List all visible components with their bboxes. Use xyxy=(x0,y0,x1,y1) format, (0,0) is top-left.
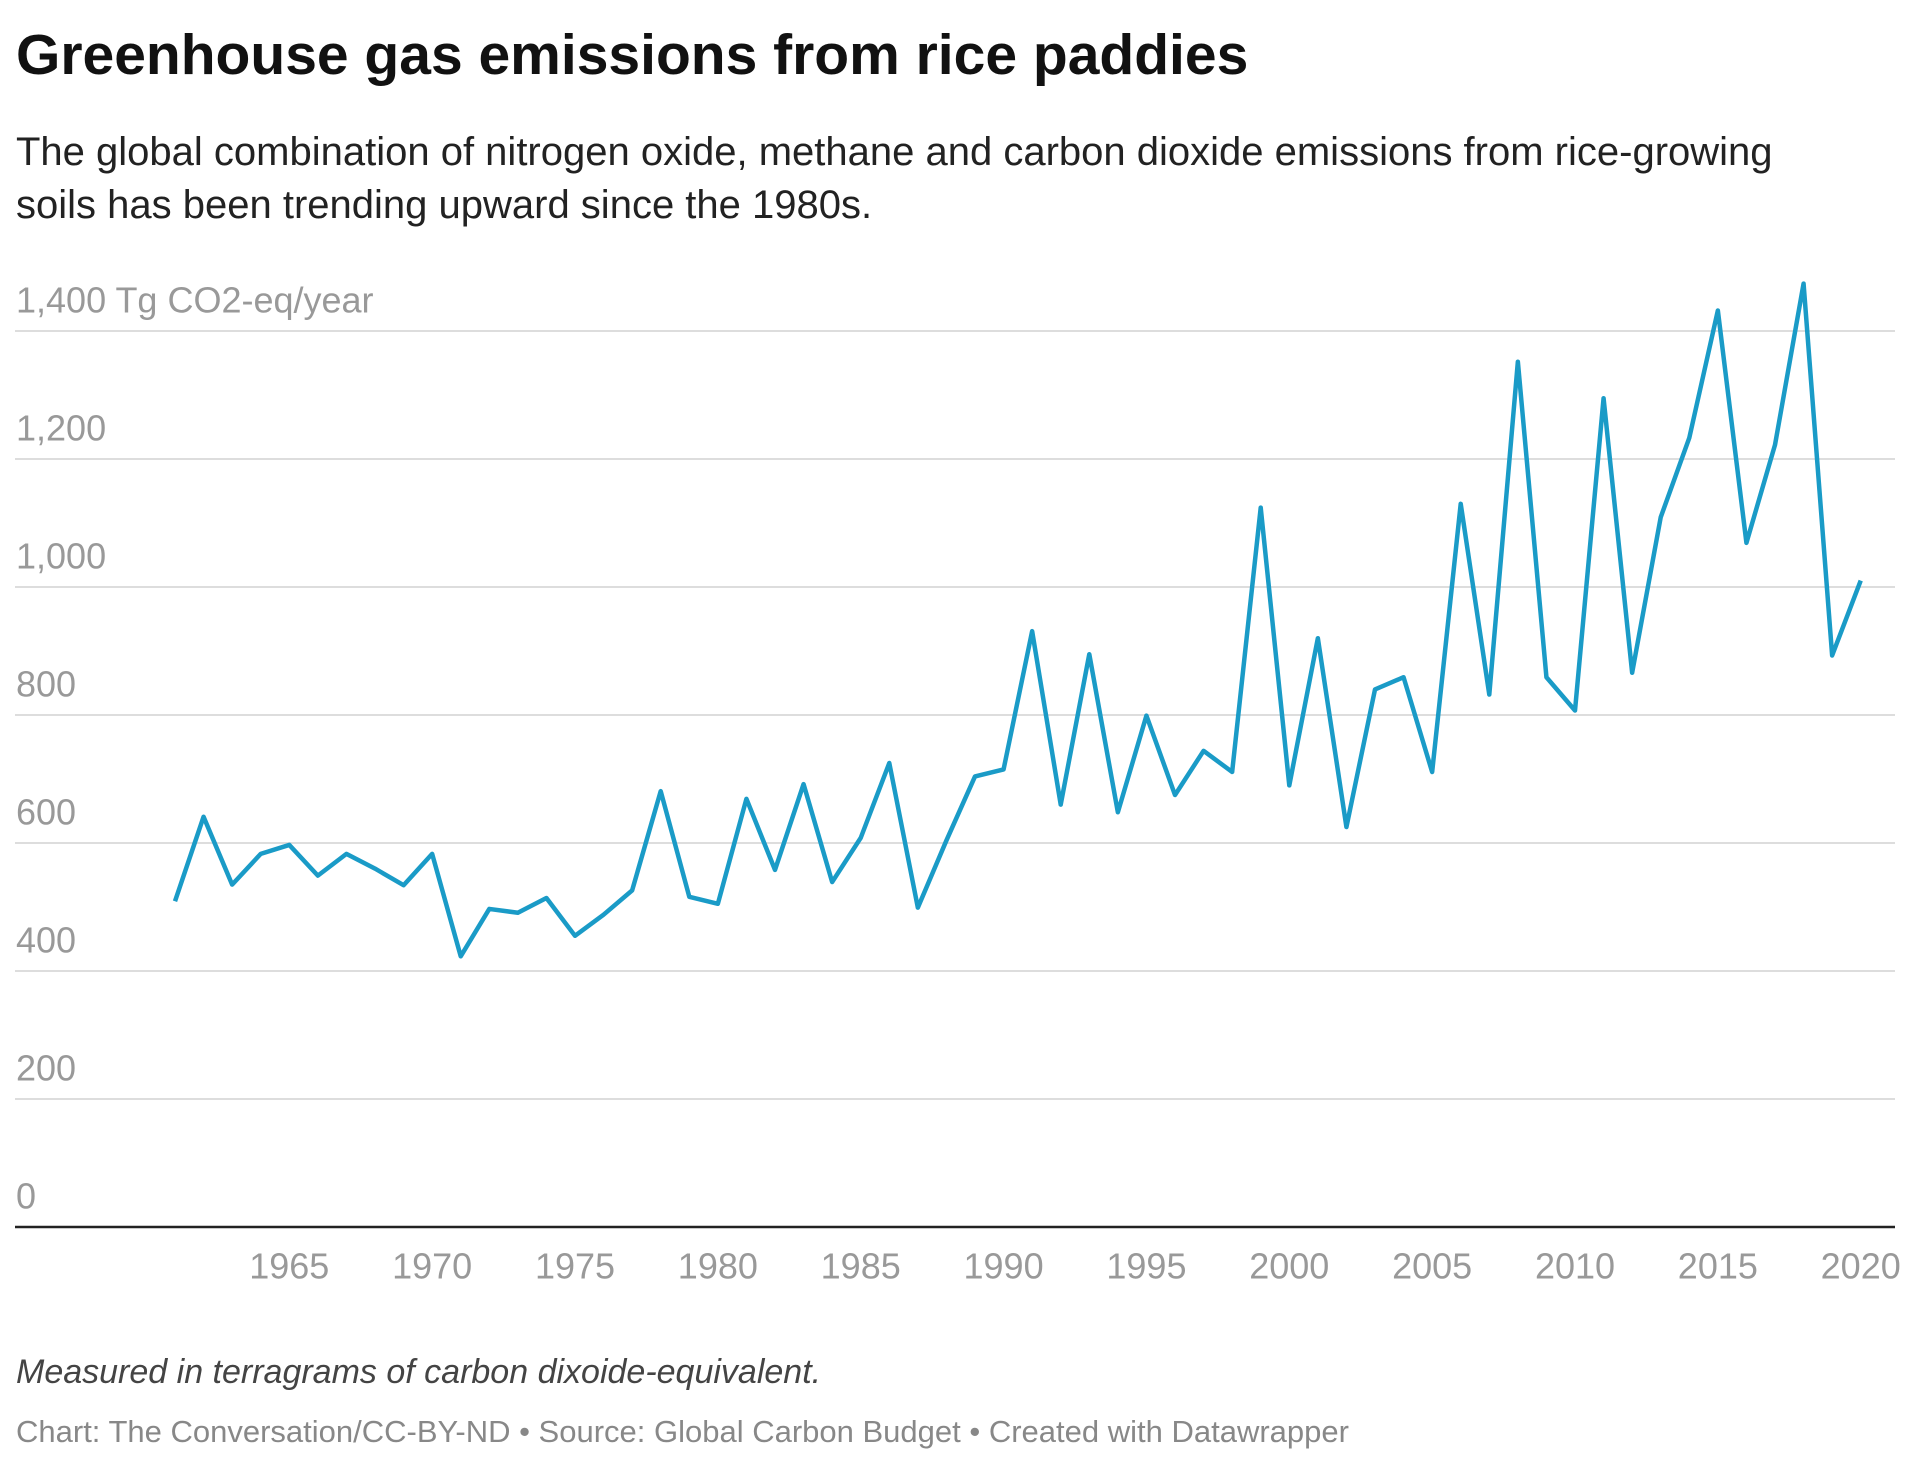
x-tick-label: 2000 xyxy=(1249,1246,1329,1287)
x-tick-label: 1990 xyxy=(964,1246,1044,1287)
note: Measured in terragrams of carbon dixoide… xyxy=(16,1353,822,1391)
x-tick-label: 1975 xyxy=(535,1246,615,1287)
x-tick-label: 1995 xyxy=(1106,1246,1186,1287)
y-tick-label: 600 xyxy=(16,792,76,833)
x-tick-label: 1985 xyxy=(821,1246,901,1287)
y-tick-label: 0 xyxy=(16,1176,36,1217)
title: Greenhouse gas emissions from rice paddi… xyxy=(16,23,1249,87)
subtitle: The global combination of nitrogen oxide… xyxy=(16,130,1773,227)
x-tick-label: 1980 xyxy=(678,1246,758,1287)
x-tick-label: 2010 xyxy=(1535,1246,1615,1287)
x-tick-label: 2020 xyxy=(1821,1246,1901,1287)
credit: Chart: The Conversation/CC-BY-ND • Sourc… xyxy=(16,1414,1349,1449)
y-tick-label: 200 xyxy=(16,1048,76,1089)
x-tick-label: 2015 xyxy=(1678,1246,1758,1287)
x-tick-label: 1965 xyxy=(249,1246,329,1287)
y-tick-label: 1,400 Tg CO2-eq/year xyxy=(16,280,374,321)
x-tick-label: 2005 xyxy=(1392,1246,1472,1287)
x-tick-label: 1970 xyxy=(392,1246,472,1287)
y-tick-label: 800 xyxy=(16,664,76,705)
y-tick-label: 400 xyxy=(16,920,76,961)
y-tick-label: 1,000 xyxy=(16,536,106,577)
data-line xyxy=(172,281,1863,959)
y-tick-label: 1,200 xyxy=(16,408,106,449)
